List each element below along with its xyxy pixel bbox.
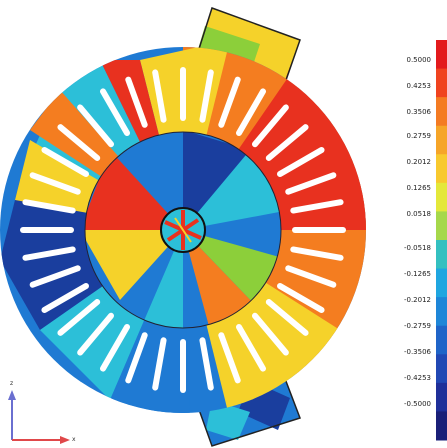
stator-slot	[22, 199, 76, 214]
stator-slot	[100, 88, 130, 137]
color-swatch	[436, 125, 447, 155]
stator-slot	[290, 199, 344, 214]
color-swatch	[436, 97, 447, 127]
color-swatch	[436, 325, 447, 355]
stator-slot	[22, 246, 76, 261]
color-swatch	[436, 211, 447, 241]
stator-slot	[77, 104, 115, 148]
stator-slot	[265, 298, 309, 336]
stator-slot	[100, 323, 130, 372]
stator-slot	[29, 265, 81, 288]
stator-slot	[125, 76, 148, 128]
stator-slot	[41, 283, 90, 313]
stator-slot	[152, 337, 167, 391]
color-swatch	[436, 268, 447, 298]
stator-slot	[199, 337, 214, 391]
stator-slot	[285, 265, 337, 288]
color-swatch	[436, 240, 447, 270]
stator-slot	[276, 147, 325, 177]
stator-slot	[29, 172, 81, 195]
color-scale-bar	[436, 40, 447, 441]
stator-slot	[57, 298, 101, 336]
stator-slot	[236, 88, 266, 137]
stator-slot	[265, 124, 309, 162]
stator-slot	[285, 172, 337, 195]
color-swatch	[436, 40, 447, 70]
color-swatch	[436, 354, 447, 384]
stator-slot	[218, 332, 241, 384]
stator-slot	[251, 104, 289, 148]
stator-slot	[77, 312, 115, 356]
color-swatch	[436, 182, 447, 212]
stator-slot	[290, 246, 344, 261]
color-swatch	[436, 411, 447, 441]
stator-slot	[251, 312, 289, 356]
color-swatch	[436, 68, 447, 98]
color-swatch	[436, 154, 447, 184]
stator-slot	[199, 69, 214, 123]
stator-slot	[152, 69, 167, 123]
color-swatch	[436, 297, 447, 327]
stator-slot	[41, 147, 90, 177]
rotor-shaft	[160, 207, 206, 253]
stator-slots	[20, 67, 346, 393]
stator-slot	[236, 323, 266, 372]
stator-slot	[125, 332, 148, 384]
color-swatch	[436, 382, 447, 412]
stator-slot	[276, 283, 325, 313]
stator-slot	[57, 124, 101, 162]
coordinate-axes	[8, 390, 70, 444]
stator-slot	[218, 76, 241, 128]
